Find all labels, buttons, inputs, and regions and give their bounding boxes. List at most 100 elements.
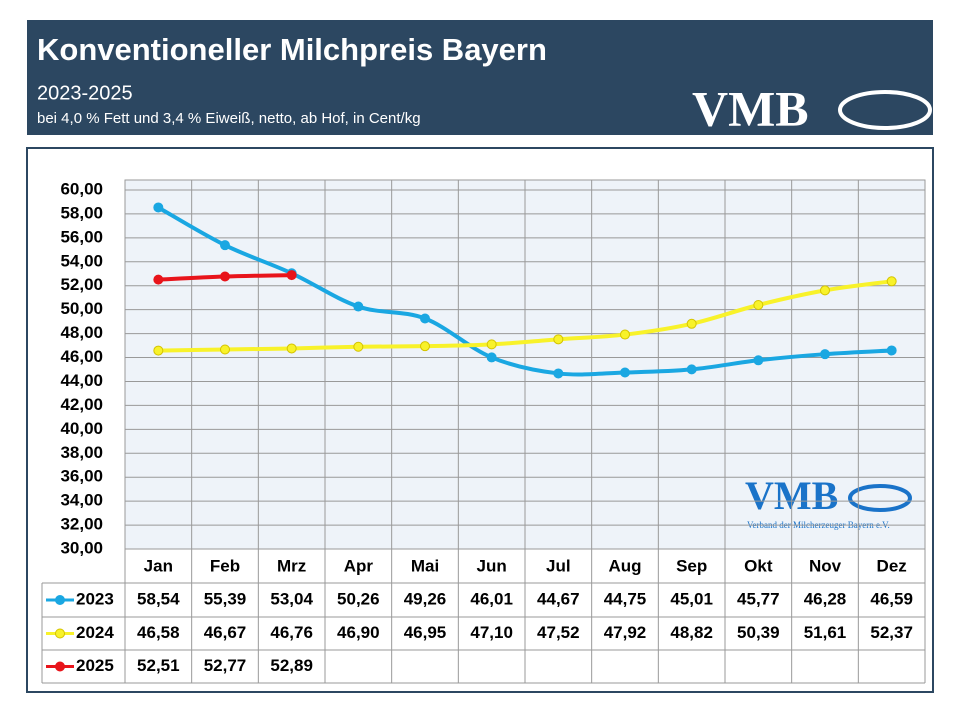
table-value: 47,92 [604, 623, 647, 642]
x-tick-label: Jun [477, 556, 507, 575]
point [420, 313, 430, 324]
y-tick-label: 58,00 [60, 203, 103, 222]
point [886, 345, 897, 356]
point [420, 341, 430, 352]
x-tick-label: Mrz [277, 556, 306, 575]
y-tick-label: 30,00 [60, 538, 103, 557]
point [620, 329, 630, 340]
point [353, 301, 364, 312]
logo-swirl [838, 90, 932, 130]
legend-label: 2024 [76, 623, 114, 642]
point [220, 240, 230, 251]
point [753, 355, 764, 366]
logo: VMB [692, 80, 809, 136]
note: bei 4,0 % Fett und 3,4 % Eiweiß, netto, … [37, 110, 421, 127]
series-line [156, 279, 894, 353]
x-tick-label: Nov [809, 556, 842, 575]
table-value: 47,52 [537, 623, 580, 642]
legend-label: 2023 [76, 589, 114, 608]
y-tick-label: 60,00 [60, 179, 103, 198]
table-value: 53,04 [270, 589, 313, 608]
x-tick-label: Feb [210, 556, 240, 575]
y-tick-label: 44,00 [60, 371, 103, 390]
point [686, 318, 697, 329]
watermark-swirl [848, 484, 912, 512]
table-value: 46,01 [470, 589, 513, 608]
grid: 30,00 32,00 34,00 36,00 38,00 40,00 42,00 44,00… [60, 179, 926, 557]
y-tick-label: 46,00 [60, 347, 103, 366]
table-value: 45,01 [670, 589, 713, 608]
y-tick-label: 50,00 [60, 299, 103, 318]
x-tick-label: Jan [144, 556, 173, 575]
table-value: 46,58 [137, 623, 180, 642]
series-line [156, 205, 894, 377]
table-value: 46,90 [337, 623, 380, 642]
table-value: 55,39 [204, 589, 247, 608]
point [286, 270, 297, 281]
point [553, 334, 564, 345]
point [220, 344, 230, 355]
table-value: 47,10 [470, 623, 513, 642]
table-value: 50,39 [737, 623, 780, 642]
table-value: 48,82 [670, 623, 713, 642]
point [686, 364, 697, 375]
x-tick-label: Okt [744, 556, 773, 575]
point [153, 202, 164, 213]
point [220, 271, 230, 282]
table-value: 52,77 [204, 656, 247, 675]
legend-marker [55, 628, 65, 639]
point [153, 274, 164, 285]
table-value: 51,61 [804, 623, 847, 642]
table-value: 50,26 [337, 589, 380, 608]
y-tick-label: 36,00 [60, 467, 103, 486]
title: Konventioneller Milchpreis Bayern [37, 32, 547, 67]
table-value: 52,89 [270, 656, 313, 675]
table-value: 46,95 [404, 623, 447, 642]
header-band [27, 20, 933, 135]
x-tick-label: Aug [608, 556, 641, 575]
table-value: 49,26 [404, 589, 447, 608]
y-tick-label: 56,00 [60, 227, 103, 246]
point [153, 345, 164, 356]
data-table: Jan Feb Mrz Apr Mai Jun Jul Aug Sep Okt Nov Dez 2023… [41, 549, 926, 684]
x-tick-label: Dez [877, 556, 907, 575]
point [886, 276, 897, 287]
y-tick-label: 48,00 [60, 323, 103, 342]
table-value: 46,67 [204, 623, 247, 642]
point [820, 285, 830, 296]
y-tick-label: 42,00 [60, 395, 103, 414]
point [753, 299, 764, 310]
table-value: 58,54 [137, 589, 180, 608]
x-tick-label: Mai [411, 556, 439, 575]
point [486, 352, 497, 363]
point [486, 339, 497, 350]
x-tick-label: Apr [344, 556, 374, 575]
table-value: 44,67 [537, 589, 580, 608]
x-tick-label: Jul [546, 556, 571, 575]
y-tick-label: 38,00 [60, 443, 103, 462]
point [553, 368, 564, 379]
point [820, 349, 830, 360]
point [353, 341, 364, 352]
y-tick-label: 32,00 [60, 515, 103, 534]
y-tick-label: 52,00 [60, 275, 103, 294]
table-value: 52,37 [870, 623, 913, 642]
table-value: 44,75 [604, 589, 647, 608]
lines [153, 202, 897, 379]
legend-marker [55, 661, 65, 672]
table-value: 45,77 [737, 589, 780, 608]
table-value: 46,76 [270, 623, 313, 642]
legend-label: 2025 [76, 656, 114, 675]
subtitle: 2023-2025 [37, 82, 133, 104]
y-tick-label: 54,00 [60, 251, 103, 270]
point [286, 343, 297, 354]
table-value: 46,28 [804, 589, 847, 608]
y-tick-label: 34,00 [60, 491, 103, 510]
table-value: 52,51 [137, 656, 180, 675]
x-tick-label: Sep [676, 556, 707, 575]
table-value: 46,59 [870, 589, 913, 608]
y-tick-label: 40,00 [60, 419, 103, 438]
legend-marker [55, 595, 65, 605]
